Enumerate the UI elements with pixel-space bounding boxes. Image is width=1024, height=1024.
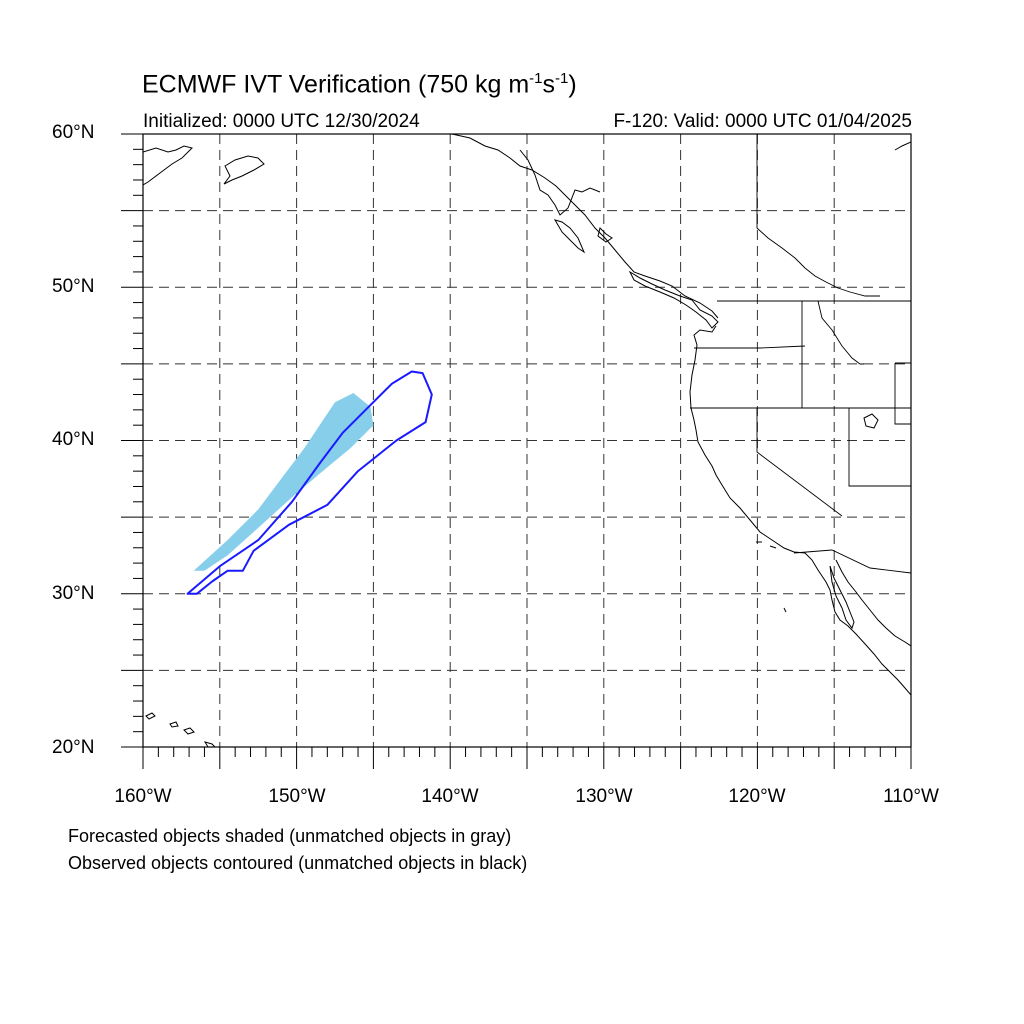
ivt-objects (186, 370, 433, 595)
canada-interior-border (756, 134, 880, 297)
map-frame (142, 133, 912, 748)
lon-label: 140°W (421, 786, 479, 807)
lon-label: 110°W (883, 786, 939, 807)
gridlines (143, 134, 911, 747)
lat-label: 20°N (52, 737, 95, 758)
lon-label: 130°W (575, 786, 633, 807)
observed-object (186, 370, 433, 595)
political-boundaries (690, 134, 911, 574)
coastline-alaska (451, 134, 719, 319)
lon-label: 120°W (728, 786, 786, 807)
coastline-west-us (689, 325, 911, 696)
initialized-time: Initialized: 0000 UTC 12/30/2024 (143, 111, 420, 132)
hawaii-islands (145, 712, 216, 747)
coastlines (143, 134, 911, 747)
legend-observed-note: Observed objects contoured (unmatched ob… (68, 853, 528, 873)
lat-label: 50°N (52, 276, 95, 297)
lon-label: 150°W (268, 786, 326, 807)
valid-time: F-120: Valid: 0000 UTC 01/04/2025 (613, 111, 912, 132)
map-title: ECMWF IVT Verification (750 kg m-1s-1) (142, 70, 577, 99)
lat-label: 30°N (52, 583, 95, 604)
lat-label: 40°N (52, 429, 95, 450)
coastline-nw (143, 145, 193, 186)
axis-ticks (121, 133, 912, 769)
legend-forecast-note: Forecasted objects shaded (unmatched obj… (68, 826, 512, 846)
forecast-object (193, 393, 374, 571)
lat-label: 60°N (52, 122, 95, 143)
us-mexico-border (793, 549, 911, 574)
lon-label: 160°W (114, 786, 172, 807)
